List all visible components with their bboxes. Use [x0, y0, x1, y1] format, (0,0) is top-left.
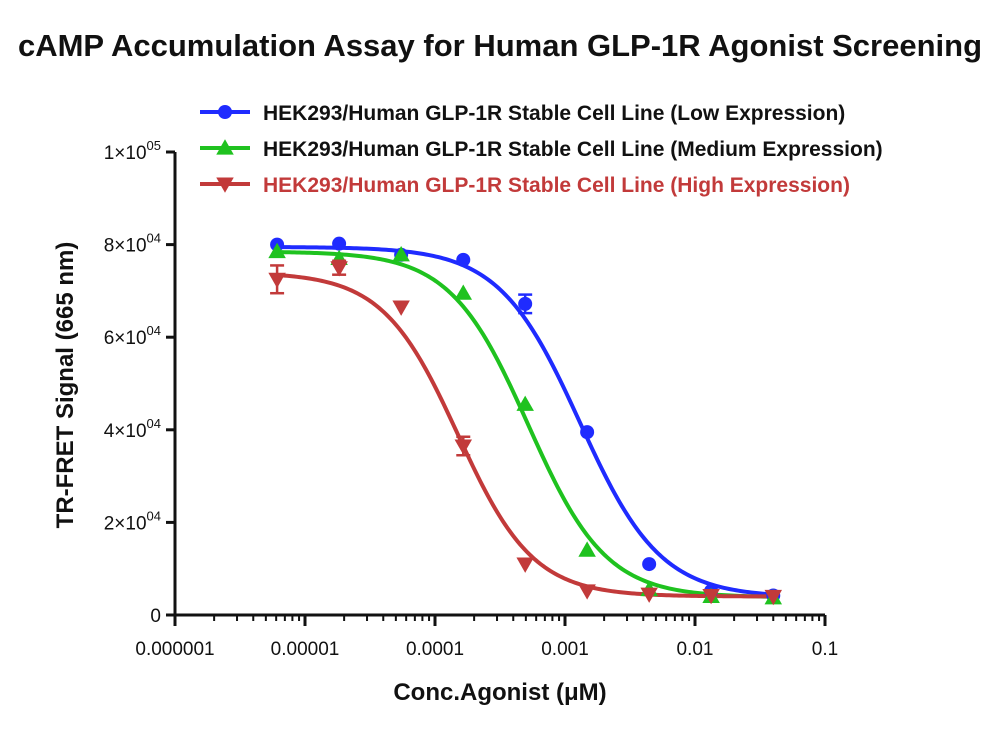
x-tick-label: 0.0001: [406, 639, 464, 660]
data-point-series-3: [702, 588, 720, 605]
data-point-series-3: [268, 272, 286, 289]
data-point-series-3: [454, 439, 473, 455]
chart-title: cAMP Accumulation Assay for Human GLP-1R…: [17, 28, 983, 63]
x-tick-label: 0.000001: [135, 639, 214, 660]
y-tick-exponent: 04: [147, 508, 161, 523]
data-point-series-2: [454, 284, 473, 300]
data-point-series-1: [642, 557, 657, 572]
legend-label-2: HEK293/Human GLP-1R Stable Cell Line (Me…: [263, 138, 883, 161]
fit-curves: [276, 245, 774, 599]
y-tick-label: 1×1005: [104, 138, 161, 164]
data-points: [268, 236, 783, 606]
data-point-series-3: [578, 584, 596, 600]
y-tick-exponent: 05: [147, 138, 161, 153]
y-tick-mantissa: 4×10: [104, 421, 147, 442]
x-tick-label: 0.01: [677, 639, 714, 660]
legend-label-3: HEK293/Human GLP-1R Stable Cell Line (Hi…: [263, 174, 850, 197]
x-tick-label: 0.00001: [271, 639, 340, 660]
fit-curve-3: [276, 273, 774, 599]
y-tick-label: 4×1004: [104, 416, 161, 442]
y-tick-mantissa: 2×10: [104, 513, 147, 534]
legend: HEK293/Human GLP-1R Stable Cell Line (Lo…: [200, 102, 883, 197]
y-tick-mantissa: 6×10: [104, 328, 147, 349]
axes: [173, 152, 825, 617]
y-tick-exponent: 04: [147, 231, 161, 246]
fit-curve-2: [277, 250, 774, 599]
data-point-series-1: [456, 252, 471, 267]
data-point-series-3: [764, 589, 783, 606]
y-axis-title: TR-FRET Signal (665 nm): [52, 242, 79, 529]
y-tick-label: 2×1004: [104, 508, 161, 534]
legend-label-1: HEK293/Human GLP-1R Stable Cell Line (Lo…: [263, 102, 845, 125]
y-tick-exponent: 04: [147, 416, 161, 431]
y-tick-label: 6×1004: [104, 323, 161, 349]
data-point-series-2: [392, 246, 410, 262]
data-point-series-1: [580, 425, 595, 440]
data-point-series-3: [330, 261, 348, 277]
legend-marker-2: [216, 139, 234, 155]
x-tick-label: 0.1: [812, 639, 838, 660]
y-tick-label: 8×1004: [104, 231, 161, 257]
data-point-series-3: [516, 557, 534, 573]
data-point-series-3: [392, 300, 410, 316]
data-point-series-2: [578, 541, 596, 557]
legend-marker-3: [216, 177, 234, 193]
y-tick-label: 0: [150, 606, 161, 627]
data-point-series-1: [518, 296, 533, 311]
y-tick-mantissa: 0: [150, 606, 161, 627]
y-tick-exponent: 04: [147, 323, 161, 338]
x-axis-title: Conc.Agonist (μM): [393, 679, 606, 706]
data-point-series-2: [516, 395, 534, 411]
x-tick-label: 0.001: [541, 639, 589, 660]
y-tick-mantissa: 1×10: [104, 143, 147, 164]
data-point-series-3: [640, 587, 658, 603]
data-point-series-2: [268, 242, 286, 259]
fit-curve-1: [277, 245, 774, 597]
y-tick-mantissa: 8×10: [104, 236, 147, 257]
legend-marker-1: [218, 105, 232, 119]
data-point-series-1: [332, 236, 347, 251]
